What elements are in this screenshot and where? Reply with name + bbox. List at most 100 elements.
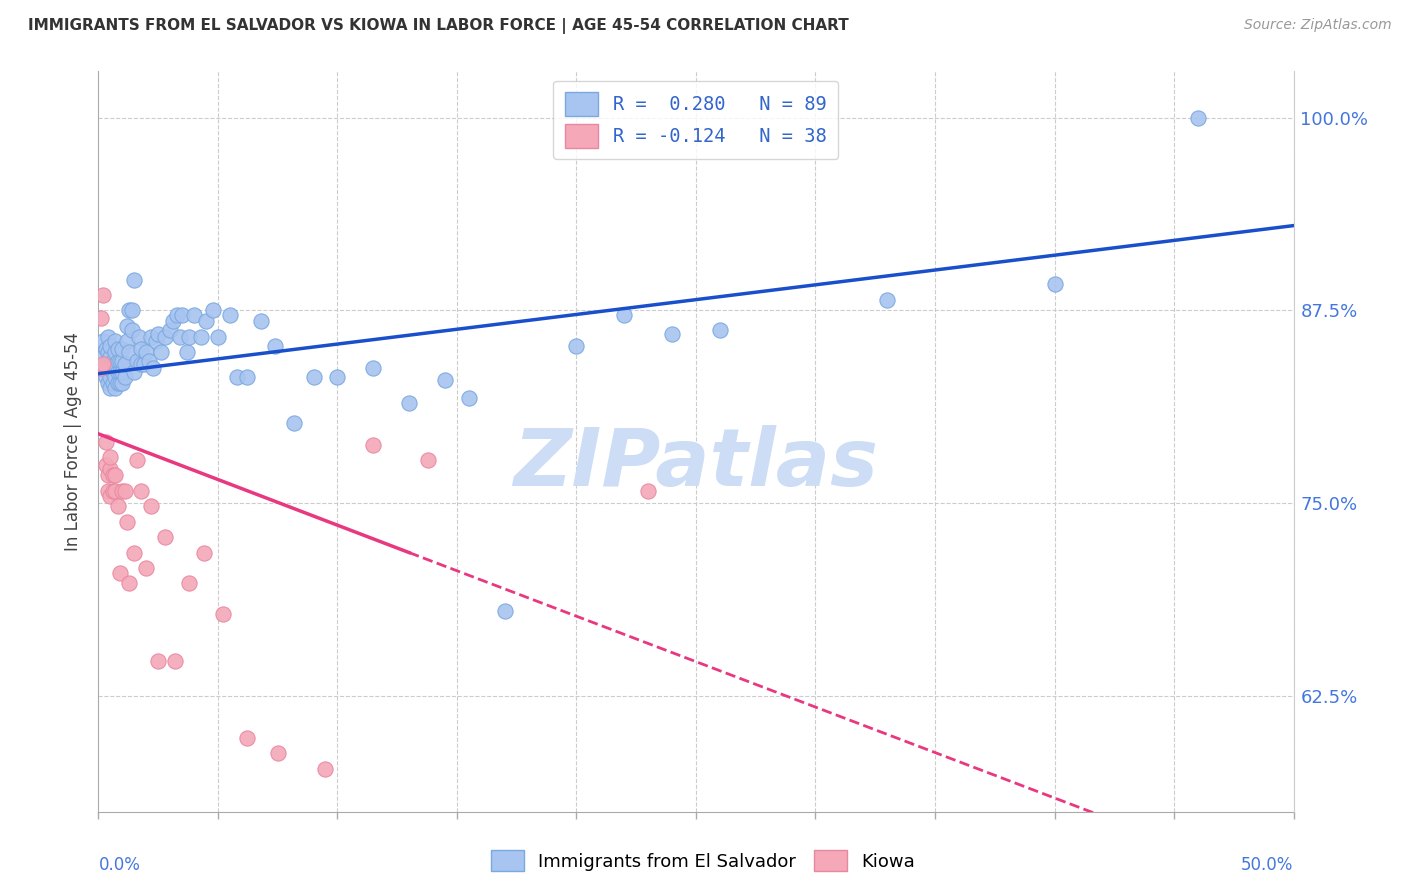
Point	[115, 318, 138, 333]
Point	[149, 345, 172, 359]
Point	[107, 354, 129, 368]
Point	[235, 369, 257, 384]
Point	[139, 329, 162, 343]
Point	[115, 334, 138, 349]
Point	[98, 380, 122, 394]
Point	[190, 329, 212, 343]
Point	[121, 324, 143, 338]
Point	[118, 345, 141, 359]
Point	[132, 358, 155, 372]
Point	[326, 369, 349, 384]
Point	[98, 462, 122, 476]
Point	[418, 453, 440, 467]
Point	[104, 334, 127, 349]
Point	[91, 350, 114, 364]
Text: Source: ZipAtlas.com: Source: ZipAtlas.com	[1244, 18, 1392, 32]
Point	[111, 483, 134, 498]
Point	[315, 762, 337, 776]
Point	[142, 360, 165, 375]
Point	[1187, 111, 1209, 125]
Point	[125, 354, 148, 368]
Point	[148, 654, 170, 668]
Point	[179, 576, 201, 591]
Point	[101, 365, 124, 379]
Point	[101, 376, 124, 390]
Point	[124, 546, 146, 560]
Point	[114, 369, 136, 384]
Point	[94, 369, 117, 384]
Point	[211, 607, 233, 622]
Point	[108, 354, 131, 368]
Point	[107, 365, 129, 379]
Point	[162, 314, 184, 328]
Point	[202, 303, 225, 318]
Point	[148, 326, 170, 341]
Point	[94, 434, 117, 449]
Point	[114, 358, 136, 372]
Point	[267, 746, 290, 760]
Point	[91, 358, 114, 372]
Point	[172, 308, 194, 322]
Point	[145, 334, 167, 349]
Point	[121, 303, 143, 318]
Point	[91, 334, 114, 349]
Point	[494, 604, 516, 618]
Point	[98, 489, 122, 503]
Text: IMMIGRANTS FROM EL SALVADOR VS KIOWA IN LABOR FORCE | AGE 45-54 CORRELATION CHAR: IMMIGRANTS FROM EL SALVADOR VS KIOWA IN …	[28, 18, 849, 34]
Point	[101, 483, 124, 498]
Point	[104, 369, 127, 384]
Point	[183, 308, 205, 322]
Point	[155, 530, 177, 544]
Point	[179, 329, 201, 343]
Point	[131, 358, 153, 372]
Point	[107, 500, 129, 514]
Point	[97, 376, 120, 390]
Point	[107, 342, 129, 356]
Point	[97, 329, 120, 343]
Point	[98, 339, 122, 353]
Point	[207, 329, 229, 343]
Point	[283, 416, 305, 430]
Point	[97, 468, 120, 483]
Legend: Immigrants from El Salvador, Kiowa: Immigrants from El Salvador, Kiowa	[484, 843, 922, 879]
Point	[169, 329, 191, 343]
Point	[104, 468, 127, 483]
Point	[101, 468, 124, 483]
Point	[235, 731, 257, 745]
Point	[104, 358, 127, 372]
Point	[114, 483, 136, 498]
Y-axis label: In Labor Force | Age 45-54: In Labor Force | Age 45-54	[65, 332, 83, 551]
Text: ZIPatlas: ZIPatlas	[513, 425, 879, 503]
Point	[104, 483, 127, 498]
Point	[124, 272, 146, 286]
Point	[104, 380, 127, 394]
Point	[135, 561, 157, 575]
Point	[565, 339, 588, 353]
Point	[90, 360, 112, 375]
Point	[94, 342, 117, 356]
Point	[98, 360, 122, 375]
Text: 0.0%: 0.0%	[98, 856, 141, 874]
Text: 50.0%: 50.0%	[1241, 856, 1294, 874]
Point	[613, 308, 636, 322]
Point	[219, 308, 242, 322]
Point	[138, 354, 160, 368]
Point	[111, 376, 134, 390]
Point	[94, 458, 117, 472]
Point	[135, 345, 157, 359]
Point	[194, 314, 218, 328]
Point	[1043, 277, 1066, 292]
Point	[101, 354, 124, 368]
Point	[398, 396, 420, 410]
Point	[104, 345, 127, 359]
Point	[108, 566, 131, 580]
Point	[363, 437, 385, 451]
Point	[118, 576, 141, 591]
Point	[94, 358, 117, 372]
Legend: R =  0.280   N = 89, R = -0.124   N = 38: R = 0.280 N = 89, R = -0.124 N = 38	[554, 81, 838, 159]
Point	[131, 342, 153, 356]
Point	[97, 345, 120, 359]
Point	[176, 345, 198, 359]
Point	[118, 303, 141, 318]
Point	[111, 365, 134, 379]
